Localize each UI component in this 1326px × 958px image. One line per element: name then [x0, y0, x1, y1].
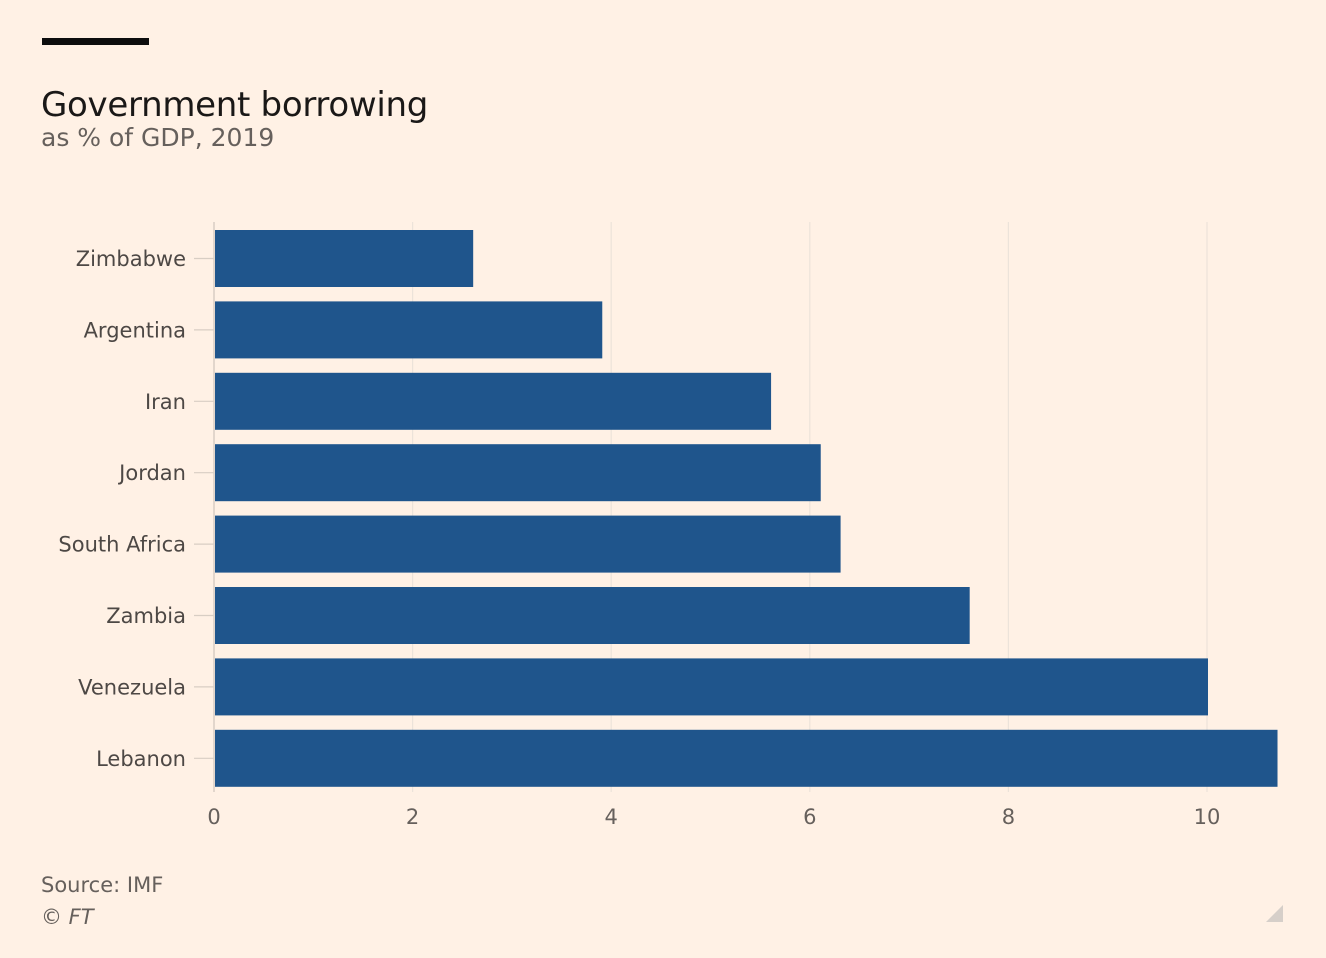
bar-south-africa — [215, 515, 841, 573]
x-tick-label: 4 — [605, 805, 618, 829]
bar-lebanon — [215, 729, 1278, 787]
category-label: Jordan — [117, 461, 186, 485]
bars — [215, 230, 1278, 787]
x-tick-label: 2 — [406, 805, 419, 829]
x-tick-label: 6 — [803, 805, 816, 829]
bar-argentina — [215, 301, 603, 359]
source-note: Source: IMF — [41, 873, 164, 897]
x-tick-label: 8 — [1002, 805, 1015, 829]
bar-zambia — [215, 587, 970, 644]
bar-jordan — [215, 444, 821, 502]
category-labels: Zimbabwe Argentina Iran Jordan South Africa Z… — [58, 247, 214, 771]
chart-title: Government borrowing — [41, 84, 429, 125]
x-tick-label: 10 — [1194, 805, 1221, 829]
category-label: Argentina — [84, 318, 186, 342]
chart-subtitle: as % of GDP, 2019 — [41, 123, 275, 152]
category-label: Zimbabwe — [76, 247, 186, 271]
bar-venezuela — [215, 658, 1208, 716]
x-tick-label: 0 — [207, 805, 220, 829]
category-label: Iran — [145, 390, 186, 414]
copyright-note: © FT — [41, 905, 94, 929]
category-label: South Africa — [58, 533, 186, 557]
header-rule — [42, 38, 149, 45]
resize-handle-icon[interactable] — [1266, 905, 1283, 922]
bar-iran — [215, 372, 772, 430]
category-label: Zambia — [106, 604, 186, 628]
category-label: Lebanon — [96, 747, 186, 771]
bar-zimbabwe — [215, 230, 474, 287]
x-axis-ticks: 0 2 4 6 8 10 — [207, 805, 1220, 829]
category-label: Venezuela — [78, 675, 186, 699]
